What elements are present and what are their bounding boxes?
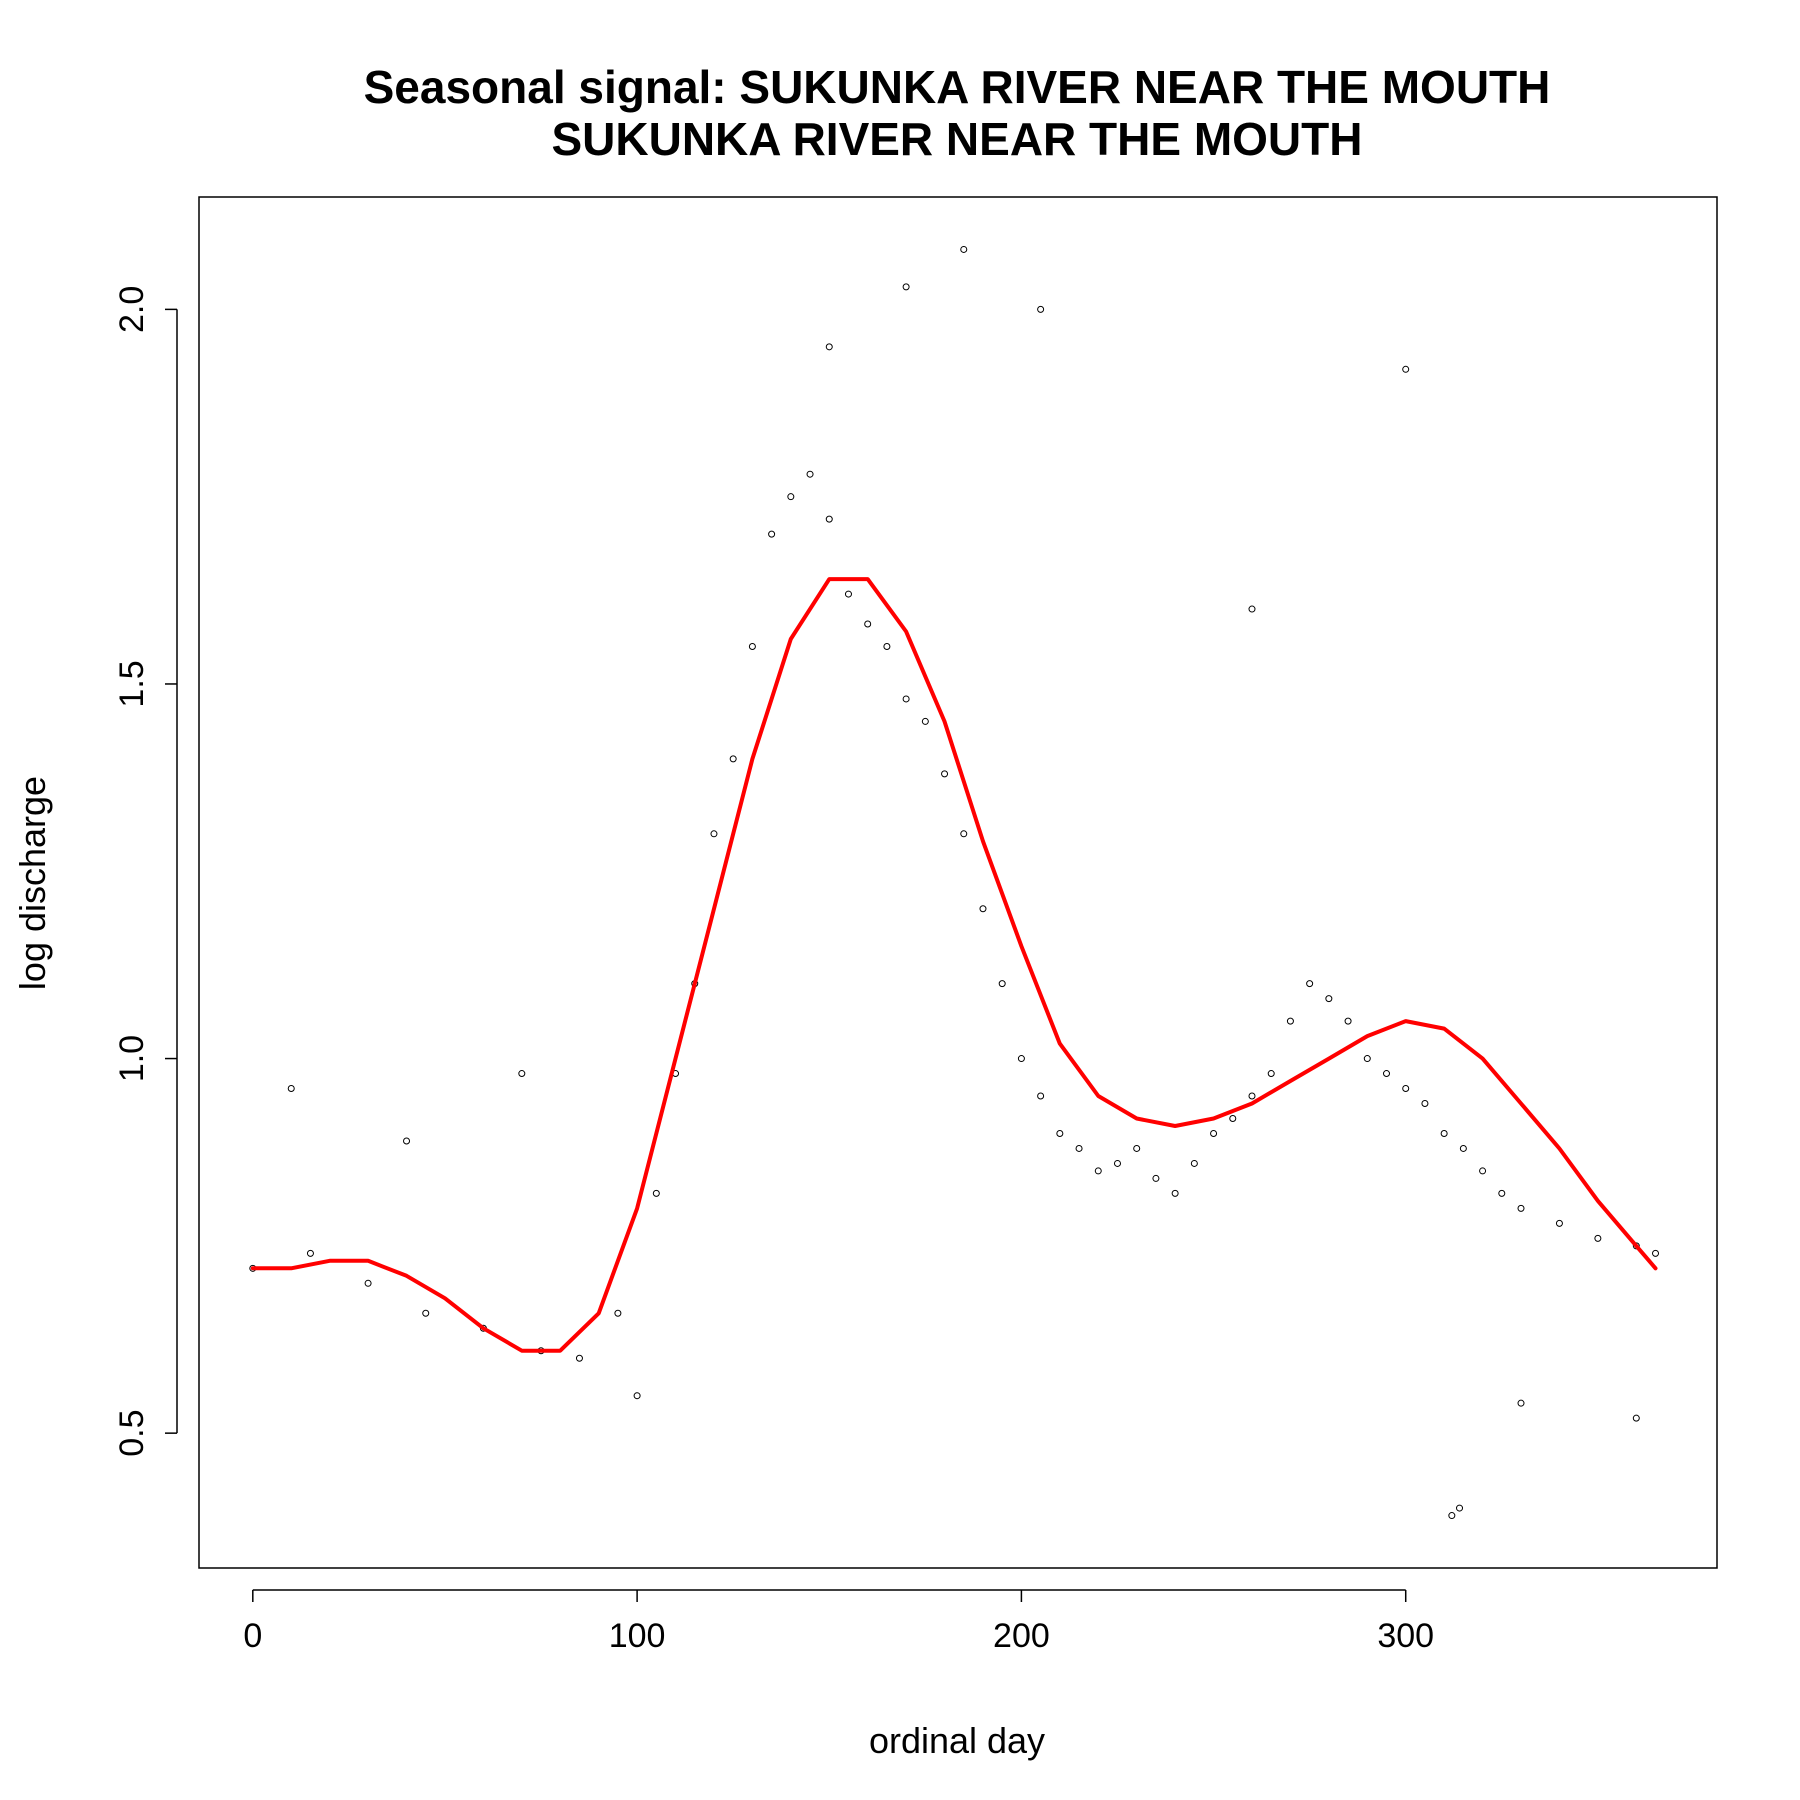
data-point <box>1133 1144 1141 1152</box>
data-point <box>768 530 776 538</box>
data-point <box>1344 1017 1352 1025</box>
seasonal-fit <box>250 577 1658 1353</box>
x-axis-label: ordinal day <box>869 1720 1045 1761</box>
data-point <box>1248 1092 1256 1100</box>
y-tick-label: 2.0 <box>113 286 151 333</box>
y-axis: 0.5 1.0 1.5 2.0 <box>113 286 178 1457</box>
y-tick-label: 1.0 <box>113 1035 151 1082</box>
data-point <box>1267 1070 1275 1078</box>
data-point <box>1210 1129 1218 1137</box>
data-point <box>1498 1189 1506 1197</box>
data-point <box>825 343 833 351</box>
scatter-points <box>249 245 1660 1520</box>
data-point <box>1363 1055 1371 1063</box>
data-point <box>748 643 756 651</box>
data-point <box>1456 1504 1464 1512</box>
x-tick-label: 0 <box>243 1617 262 1655</box>
data-point <box>864 620 872 628</box>
data-point <box>883 643 891 651</box>
data-point <box>1056 1129 1064 1137</box>
data-point <box>1113 1159 1121 1167</box>
data-point <box>287 1085 295 1093</box>
data-point <box>1479 1167 1487 1175</box>
x-tick-label: 100 <box>609 1617 666 1655</box>
data-point <box>1448 1512 1456 1520</box>
data-point <box>633 1392 641 1400</box>
data-point <box>1382 1070 1390 1078</box>
data-point <box>306 1249 314 1257</box>
data-point <box>1652 1249 1660 1257</box>
data-point <box>1306 980 1314 988</box>
data-point <box>1402 1085 1410 1093</box>
x-tick-label: 200 <box>993 1617 1050 1655</box>
data-point <box>652 1189 660 1197</box>
fit-line <box>250 577 1658 1353</box>
data-point <box>1152 1174 1160 1182</box>
data-point <box>1421 1100 1429 1108</box>
data-point <box>902 695 910 703</box>
data-point <box>960 245 968 253</box>
data-point <box>921 717 929 725</box>
data-point <box>1440 1129 1448 1137</box>
data-point <box>960 830 968 838</box>
x-axis: 0 100 200 300 <box>243 1589 1434 1655</box>
data-point <box>422 1309 430 1317</box>
data-point <box>710 830 718 838</box>
data-point <box>998 980 1006 988</box>
chart-title: Seasonal signal: SUKUNKA RIVER NEAR THE … <box>364 61 1551 113</box>
data-point <box>844 590 852 598</box>
data-point <box>403 1137 411 1145</box>
y-tick-label: 0.5 <box>113 1410 151 1457</box>
data-point <box>729 755 737 763</box>
y-axis-label: log discharge <box>12 776 53 990</box>
data-point <box>787 493 795 501</box>
data-point <box>1171 1189 1179 1197</box>
data-point <box>1017 1055 1025 1063</box>
data-point <box>1037 1092 1045 1100</box>
data-point <box>806 470 814 478</box>
data-point <box>1459 1144 1467 1152</box>
data-point <box>1286 1017 1294 1025</box>
data-point <box>1094 1167 1102 1175</box>
data-point <box>364 1279 372 1287</box>
data-point <box>614 1309 622 1317</box>
y-tick-label: 1.5 <box>113 660 151 707</box>
data-point <box>575 1354 583 1362</box>
data-point <box>1229 1114 1237 1122</box>
data-point <box>941 770 949 778</box>
data-point <box>1517 1399 1525 1407</box>
data-point <box>518 1070 526 1078</box>
chart-subtitle: SUKUNKA RIVER NEAR THE MOUTH <box>552 113 1363 165</box>
data-point <box>825 515 833 523</box>
data-point <box>1325 995 1333 1003</box>
data-point <box>1402 365 1410 373</box>
x-tick-label: 300 <box>1377 1617 1434 1655</box>
data-point <box>1190 1159 1198 1167</box>
data-point <box>1075 1144 1083 1152</box>
data-point <box>1594 1234 1602 1242</box>
data-point <box>1037 305 1045 313</box>
data-point <box>1517 1204 1525 1212</box>
data-point <box>979 905 987 913</box>
plot-area <box>198 196 1718 1569</box>
data-point <box>1632 1414 1640 1422</box>
data-point <box>902 283 910 291</box>
data-point <box>1248 605 1256 613</box>
data-point <box>1555 1219 1563 1227</box>
